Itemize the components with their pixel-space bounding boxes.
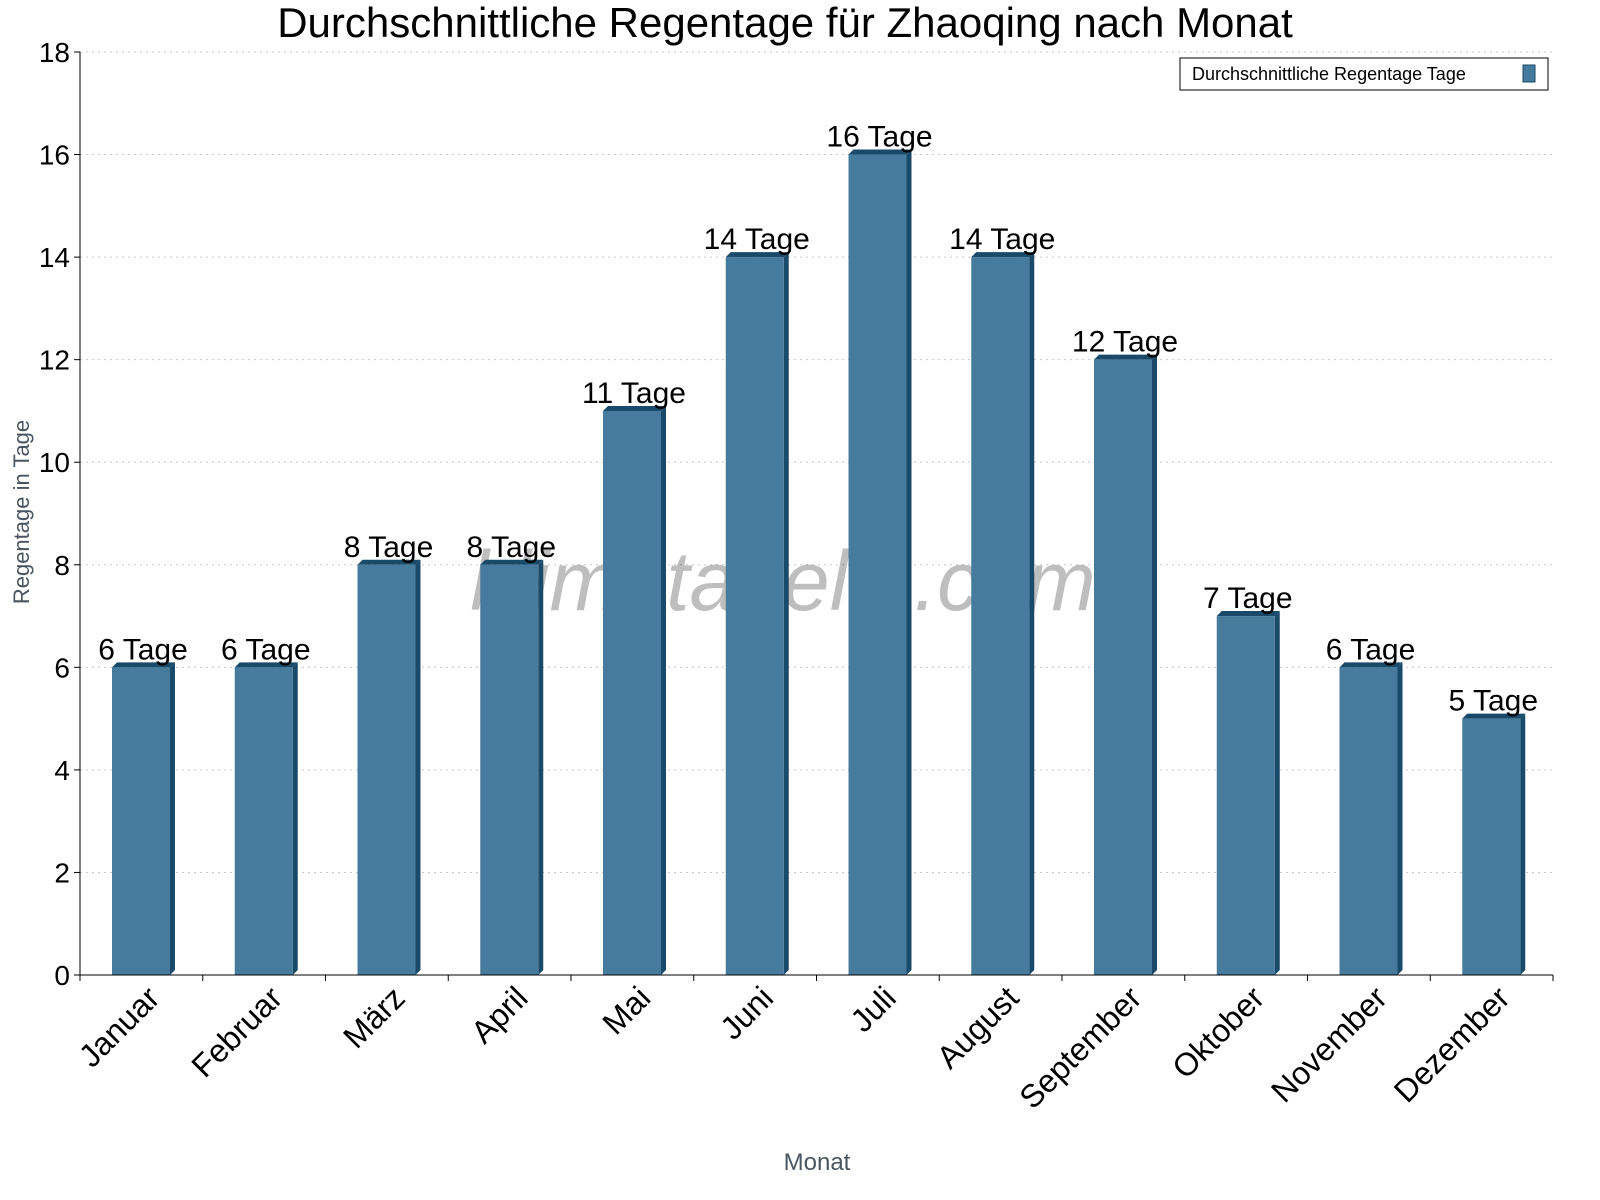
bar-top: [480, 559, 544, 565]
y-tick-label: 8: [54, 550, 70, 581]
bar-side: [538, 559, 544, 975]
y-tick-label: 16: [39, 140, 70, 171]
y-tick-label: 10: [39, 447, 70, 478]
x-tick-label: März: [336, 979, 412, 1055]
bar-top: [234, 662, 298, 668]
x-tick-label: Juni: [713, 979, 780, 1046]
x-tick-label: Januar: [72, 979, 167, 1074]
bar-side: [1152, 354, 1157, 976]
bar-side: [1397, 662, 1403, 975]
legend-swatch: [1522, 64, 1536, 83]
bar-top: [848, 149, 912, 155]
data-label: 11 Tage: [582, 377, 686, 410]
bar-top: [1462, 713, 1526, 719]
data-label: 14 Tage: [704, 223, 810, 256]
x-tick-label: Februar: [184, 979, 289, 1084]
bar: [112, 667, 170, 975]
data-label: 5 Tage: [1448, 685, 1538, 718]
bar-top: [1339, 662, 1403, 668]
bar: [234, 667, 293, 975]
data-label: 6 Tage: [1326, 633, 1416, 666]
bar-side: [1029, 252, 1035, 976]
x-tick-label: Oktober: [1165, 979, 1271, 1085]
x-tick-label: Dezember: [1387, 979, 1517, 1109]
x-tick-label: September: [1012, 979, 1148, 1115]
y-tick-label: 0: [54, 960, 70, 991]
bar-top: [1094, 354, 1157, 360]
bar-top: [1216, 611, 1280, 617]
data-label: 12 Tage: [1072, 326, 1178, 359]
bar-side: [906, 149, 912, 976]
bar-top: [357, 559, 421, 565]
bars: 6 Tage 6 Tage 8 Tage 8 Tage 11 Tage 14 Tage 16…: [98, 121, 1538, 976]
bar: [1339, 667, 1398, 975]
data-label: 8 Tage: [466, 531, 556, 564]
bar: [848, 154, 907, 976]
bar: [725, 257, 784, 976]
data-label: 8 Tage: [344, 531, 434, 564]
x-tick-label: Juli: [843, 979, 902, 1038]
chart-title: Durchschnittliche Regentage für Zhaoqing…: [277, 0, 1293, 46]
x-tick-label: April: [464, 979, 535, 1050]
bar-side: [415, 559, 421, 975]
data-label: 7 Tage: [1203, 582, 1293, 615]
bar-side: [292, 662, 298, 975]
y-tick-label: 18: [39, 37, 70, 68]
bar: [971, 257, 1030, 976]
bar-side: [170, 662, 175, 975]
y-tick-label: 2: [54, 857, 70, 888]
legend: Durchschnittliche Regentage Tage: [1179, 57, 1549, 91]
bar: [480, 564, 539, 975]
bar-top: [112, 662, 175, 668]
bar-side: [783, 252, 789, 976]
data-label: 14 Tage: [949, 223, 1055, 256]
bar: [603, 410, 661, 975]
y-axis-label: Regentage in Tage: [9, 420, 34, 604]
bar: [1216, 616, 1275, 975]
x-tick-label: August: [930, 979, 1026, 1075]
bar-side: [1274, 611, 1280, 975]
y-tick-label: 4: [54, 755, 70, 786]
y-tick-label: 12: [39, 345, 70, 376]
bar-side: [1520, 713, 1526, 975]
bar-side: [661, 405, 666, 975]
x-axis-label: Monat: [784, 1149, 851, 1176]
bar-top: [725, 252, 789, 258]
data-label: 6 Tage: [98, 633, 188, 666]
data-label: 16 Tage: [826, 121, 932, 154]
legend-label: Durchschnittliche Regentage Tage: [1192, 64, 1466, 84]
y-tick-label: 6: [54, 652, 70, 683]
gridlines: [80, 51, 1553, 873]
x-tick-label: Mai: [595, 979, 657, 1041]
data-label: 6 Tage: [221, 633, 311, 666]
bar-top: [603, 405, 666, 411]
y-tick-label: 14: [39, 242, 70, 273]
bar: [1094, 359, 1152, 976]
legend-box: [1179, 57, 1549, 91]
bar-top: [971, 252, 1035, 258]
x-tick-label: November: [1264, 979, 1394, 1109]
bar: [1462, 718, 1521, 975]
bar: [357, 564, 416, 975]
